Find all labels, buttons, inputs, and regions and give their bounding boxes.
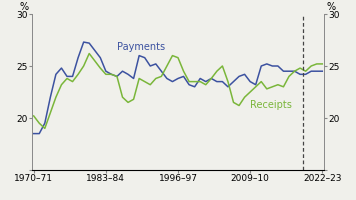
- Text: %: %: [20, 2, 29, 12]
- Text: %: %: [327, 2, 336, 12]
- Text: Payments: Payments: [117, 42, 165, 52]
- Text: Receipts: Receipts: [250, 100, 292, 110]
